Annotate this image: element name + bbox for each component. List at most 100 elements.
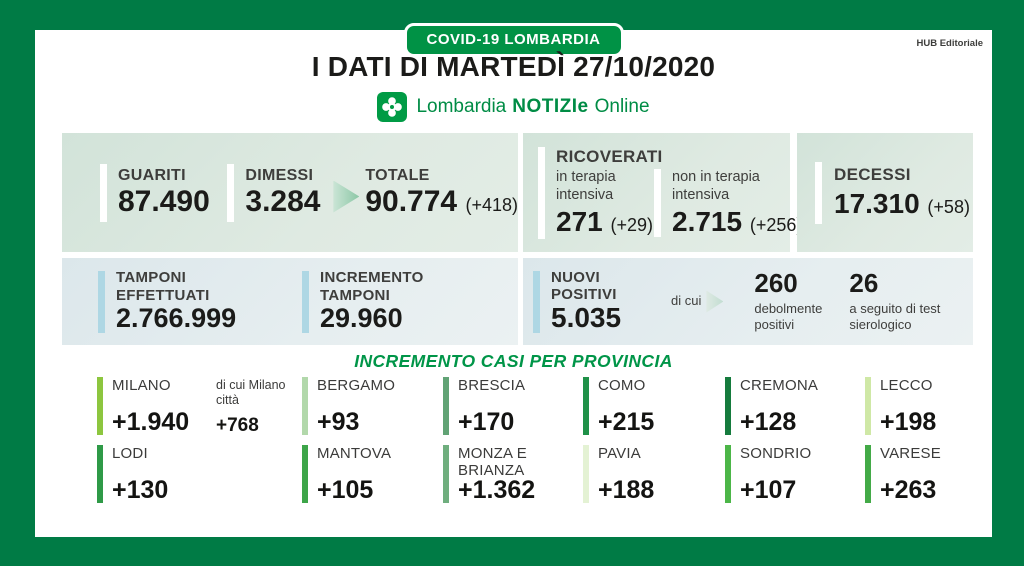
province-color-bar	[302, 377, 308, 435]
arrow-right-icon	[706, 290, 724, 313]
debolmente-positivi-value: 260	[754, 268, 798, 299]
non-terapia-intensiva-delta: (+256)	[749, 215, 803, 236]
accent-bar	[654, 169, 661, 238]
publisher-credit: HUB Editoriale	[916, 38, 983, 49]
accent-bar	[533, 270, 540, 333]
province-name: LODI	[112, 445, 148, 462]
province-cell-pavia: PAVIA +188	[583, 445, 725, 503]
province-color-bar	[97, 377, 103, 435]
panel-ricoverati: RICOVERATI in terapia intensiva 271 (+29…	[523, 133, 803, 252]
province-value: +107	[740, 476, 797, 505]
province-value: +1.362	[458, 476, 536, 505]
province-name: PAVIA	[598, 445, 641, 462]
accent-bar	[227, 163, 235, 222]
province-cell-varese: VARESE +263	[865, 445, 977, 503]
province-color-bar	[443, 445, 449, 503]
province-value: +263	[880, 476, 937, 505]
lombardia-notizie-logo: Lombardia NOTIZIe Online	[35, 91, 992, 123]
province-value: +198	[880, 408, 937, 437]
province-value: +215	[598, 408, 655, 437]
infographic-canvas: COVID-19 LOMBARDIA HUB Editoriale I DATI…	[35, 23, 992, 537]
province-color-bar	[865, 445, 871, 503]
province-cell-lecco: LECCO +198	[865, 377, 977, 435]
debolmente-positivi-label: debolmente positivi	[754, 301, 823, 333]
totale-value: 90.774 (+418)	[365, 185, 518, 219]
province-name: MONZA E BRIANZA	[458, 445, 527, 479]
province-name: MILANO	[112, 377, 171, 394]
panel-tamponi: TAMPONI EFFETTUATI 2.766.999 INCREMENTO …	[62, 258, 518, 345]
province-cell-sondrio: SONDRIO +107	[725, 445, 865, 503]
logo-word-online: Online	[594, 96, 650, 117]
province-cell-mantova: MANTOVA +105	[302, 445, 443, 503]
province-cell-cremona: CREMONA +128	[725, 377, 865, 435]
panel-guariti-dimessi-totale: GUARITI 87.490 DIMESSI 3.284 TOTALE 90.7…	[62, 133, 518, 252]
incremento-tamponi-label: INCREMENTO TAMPONI	[320, 269, 424, 304]
totale-delta: (+418)	[465, 195, 518, 216]
province-color-bar	[97, 445, 103, 503]
accent-bar	[538, 146, 545, 239]
province-section-title: INCREMENTO CASI PER PROVINCIA	[354, 351, 673, 371]
decessi-label: DECESSI	[834, 165, 911, 185]
province-grid: MILANO +1.940 di cui Milano città +768 B…	[97, 377, 977, 507]
nuovi-positivi-label: NUOVI POSITIVI	[551, 268, 617, 304]
province-value: +130	[112, 476, 169, 505]
province-name: CREMONA	[740, 377, 819, 394]
province-name: BERGAMO	[317, 377, 396, 394]
province-color-bar	[725, 377, 731, 435]
logo-word-notizie: NOTIZIe	[512, 96, 589, 117]
logo-word-lombardia: Lombardia	[416, 96, 507, 117]
tamponi-effettuati-label: TAMPONI EFFETTUATI	[116, 269, 210, 304]
non-terapia-intensiva-value: 2.715 (+256)	[672, 206, 803, 238]
province-color-bar	[865, 377, 871, 435]
arrow-right-icon	[333, 180, 360, 213]
ricoverati-label: RICOVERATI	[556, 146, 663, 166]
milano-citta-value: +768	[216, 415, 259, 436]
guariti-value: 87.490	[118, 185, 210, 219]
test-sierologico-value: 26	[849, 268, 879, 299]
covid-lombardia-badge: COVID-19 LOMBARDIA	[403, 23, 624, 57]
terapia-intensiva-delta: (+29)	[610, 215, 654, 236]
nuovi-positivi-value: 5.035	[551, 302, 622, 334]
province-value: +128	[740, 408, 797, 437]
province-color-bar	[443, 377, 449, 435]
dimessi-label: DIMESSI	[245, 166, 314, 184]
province-value: +188	[598, 476, 655, 505]
decessi-value: 17.310 (+58)	[834, 187, 970, 219]
test-sierologico-label: a seguito di test sierologico	[849, 301, 941, 333]
province-name: BRESCIA	[458, 377, 526, 394]
page-title: I DATI DI MARTEDÌ 27/10/2020	[311, 51, 716, 82]
logo-wordmark: Lombardia NOTIZIe Online	[416, 96, 649, 118]
province-name: LECCO	[880, 377, 933, 394]
accent-bar	[100, 163, 107, 222]
province-cell-brescia: BRESCIA +170	[443, 377, 583, 435]
non-terapia-intensiva-label: non in terapia intensiva	[672, 169, 760, 203]
province-value: +93	[317, 408, 360, 437]
province-value: +1.940	[112, 408, 190, 437]
incremento-tamponi-value: 29.960	[320, 302, 403, 333]
guariti-label: GUARITI	[118, 166, 186, 184]
tamponi-effettuati-value: 2.766.999	[116, 302, 237, 333]
province-cell-como: COMO +215	[583, 377, 725, 435]
panel-decessi: DECESSI 17.310 (+58)	[797, 133, 973, 252]
terapia-intensiva-label: in terapia intensiva	[556, 169, 616, 203]
decessi-delta: (+58)	[927, 196, 970, 217]
province-color-bar	[302, 445, 308, 503]
accent-bar	[98, 270, 105, 333]
terapia-intensiva-value: 271 (+29)	[556, 206, 654, 238]
dimessi-value: 3.284	[245, 185, 321, 219]
province-cell-bergamo: BERGAMO +93	[302, 377, 443, 435]
province-name: VARESE	[880, 445, 941, 462]
province-cell-monza-e-brianza: MONZA E BRIANZA +1.362	[443, 445, 583, 503]
province-color-bar	[725, 445, 731, 503]
province-cell-milano: MILANO +1.940 di cui Milano città +768	[97, 377, 302, 435]
province-cell-lodi: LODI +130	[97, 445, 302, 503]
province-value: +105	[317, 476, 374, 505]
accent-bar	[815, 161, 822, 224]
province-color-bar	[583, 445, 589, 503]
rosa-camuna-icon	[377, 92, 408, 122]
province-color-bar	[583, 377, 589, 435]
accent-bar	[302, 270, 309, 333]
milano-citta-label: di cui Milano città	[216, 378, 286, 407]
province-name: MANTOVA	[317, 445, 392, 462]
totale-label: TOTALE	[365, 166, 430, 184]
